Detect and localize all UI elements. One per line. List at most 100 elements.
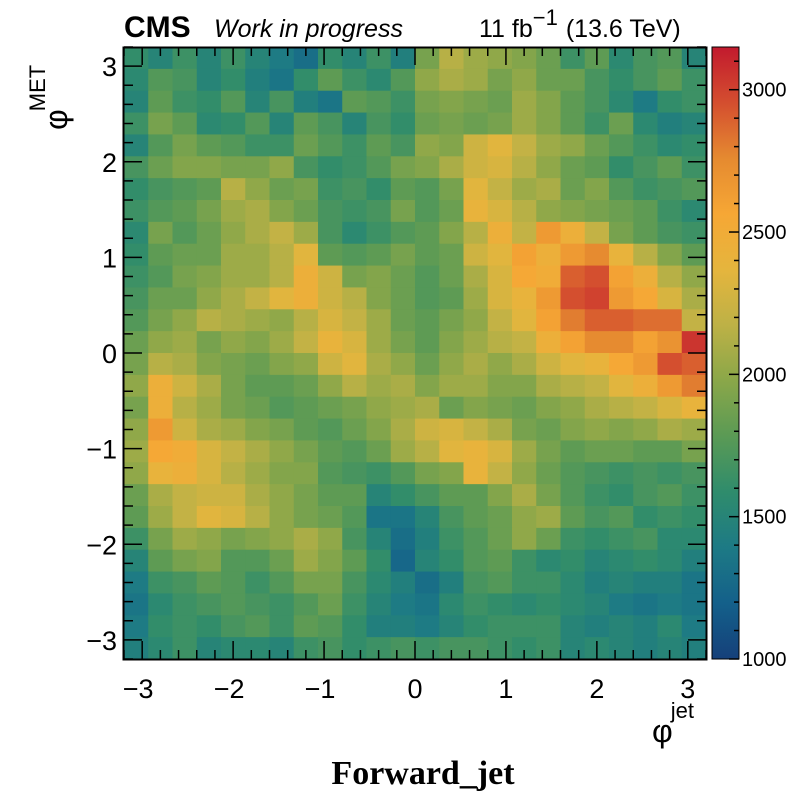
- heatmap-cell: [172, 47, 198, 70]
- heatmap-cell: [196, 112, 222, 136]
- heatmap-cell: [269, 506, 295, 529]
- heatmap-cell: [633, 593, 659, 616]
- heatmap-cell: [681, 243, 707, 267]
- heatmap-cell: [415, 134, 440, 157]
- heatmap-cell: [196, 178, 222, 201]
- heatmap-cell: [584, 309, 610, 332]
- heatmap-cell: [584, 571, 610, 595]
- heatmap-cell: [269, 374, 295, 398]
- heatmap-cell: [415, 47, 440, 70]
- heatmap-cell: [318, 178, 343, 201]
- heatmap-cell: [512, 637, 537, 660]
- status-label: Work in progress: [214, 15, 403, 43]
- heatmap-cell: [633, 309, 659, 332]
- heatmap-cell: [681, 374, 707, 398]
- heatmap-cell: [221, 200, 246, 223]
- heatmap-cell: [415, 637, 440, 660]
- heatmap-cell: [366, 134, 392, 157]
- heatmap-cell: [342, 47, 368, 70]
- heatmap-cell: [269, 462, 295, 485]
- heatmap-cell: [487, 243, 513, 267]
- heatmap-cell: [148, 527, 174, 551]
- heatmap-cell: [536, 90, 562, 114]
- heatmap-cell: [269, 549, 295, 573]
- heatmap-cell: [439, 90, 465, 114]
- heatmap-cell: [366, 200, 392, 223]
- heatmap-cell: [148, 418, 174, 442]
- heatmap-cell: [487, 637, 513, 660]
- heatmap-cell: [172, 593, 198, 616]
- heatmap-cell: [415, 615, 440, 638]
- heatmap-cell: [196, 331, 222, 354]
- heatmap-cell: [560, 309, 586, 332]
- heatmap-cell: [318, 353, 343, 376]
- heatmap-cell: [124, 68, 149, 92]
- heatmap-cell: [196, 134, 222, 157]
- heatmap-cell: [318, 243, 343, 267]
- heatmap-cell: [536, 571, 562, 595]
- heatmap-cell: [439, 68, 465, 92]
- heatmap-cell: [293, 353, 319, 376]
- heatmap-cell: [196, 156, 222, 179]
- heatmap-cell: [439, 134, 465, 157]
- heatmap-cell: [415, 527, 440, 551]
- x-tick-label: 3: [680, 674, 695, 704]
- heatmap-cell: [245, 593, 271, 616]
- heatmap-cell: [366, 396, 392, 420]
- heatmap-cell: [245, 615, 271, 638]
- heatmap-cell: [124, 134, 149, 157]
- heatmap-cell: [463, 134, 489, 157]
- colorbar-tick-label: 1000: [742, 649, 787, 671]
- heatmap-cell: [124, 396, 149, 420]
- heatmap-cell: [390, 221, 416, 245]
- heatmap-cell: [172, 396, 198, 420]
- heatmap-cell: [293, 90, 319, 114]
- x-axis-title: φjet: [652, 698, 694, 749]
- heatmap-cell: [221, 287, 246, 310]
- heatmap-cell: [657, 331, 683, 354]
- heatmap-cell: [439, 484, 465, 507]
- heatmap-cell: [560, 331, 586, 354]
- heatmap-cell: [487, 221, 513, 245]
- heatmap-cell: [609, 243, 634, 267]
- heatmap-cell: [245, 68, 271, 92]
- heatmap-cell: [463, 178, 489, 201]
- heatmap-cell: [390, 178, 416, 201]
- heatmap-cell: [318, 68, 343, 92]
- heatmap-cell: [584, 462, 610, 485]
- heatmap-cell: [512, 462, 537, 485]
- heatmap-cell: [657, 221, 683, 245]
- heatmap-cell: [560, 593, 586, 616]
- heatmap-cell: [390, 462, 416, 485]
- heatmap-cell: [196, 374, 222, 398]
- heatmap-cell: [487, 90, 513, 114]
- heatmap-cell: [681, 178, 707, 201]
- x-axis-symbol: φ: [652, 713, 673, 749]
- heatmap-cell: [512, 309, 537, 332]
- heatmap-cell: [415, 506, 440, 529]
- heatmap-cell: [390, 615, 416, 638]
- heatmap-cell: [512, 68, 537, 92]
- heatmap-cell: [560, 200, 586, 223]
- heatmap-cell: [560, 90, 586, 114]
- heatmap-cell: [390, 484, 416, 507]
- heatmap-cell: [269, 221, 295, 245]
- heatmap-cell: [221, 178, 246, 201]
- heatmap-cell: [366, 527, 392, 551]
- heatmap-cell: [633, 221, 659, 245]
- heatmap-cell: [536, 615, 562, 638]
- heatmap-cell: [221, 484, 246, 507]
- x-tick-label: 2: [589, 674, 604, 704]
- heatmap-cell: [124, 418, 149, 442]
- heatmap-cell: [609, 309, 634, 332]
- heatmap-cell: [293, 440, 319, 463]
- heatmap-cell: [124, 571, 149, 595]
- heatmap-cell: [148, 156, 174, 179]
- heatmap-cell: [172, 221, 198, 245]
- heatmap-cell: [415, 440, 440, 463]
- heatmap-cell: [463, 506, 489, 529]
- heatmap-cell: [269, 527, 295, 551]
- heatmap-cell: [415, 156, 440, 179]
- heatmap-cell: [196, 243, 222, 267]
- heatmap-cell: [560, 47, 586, 70]
